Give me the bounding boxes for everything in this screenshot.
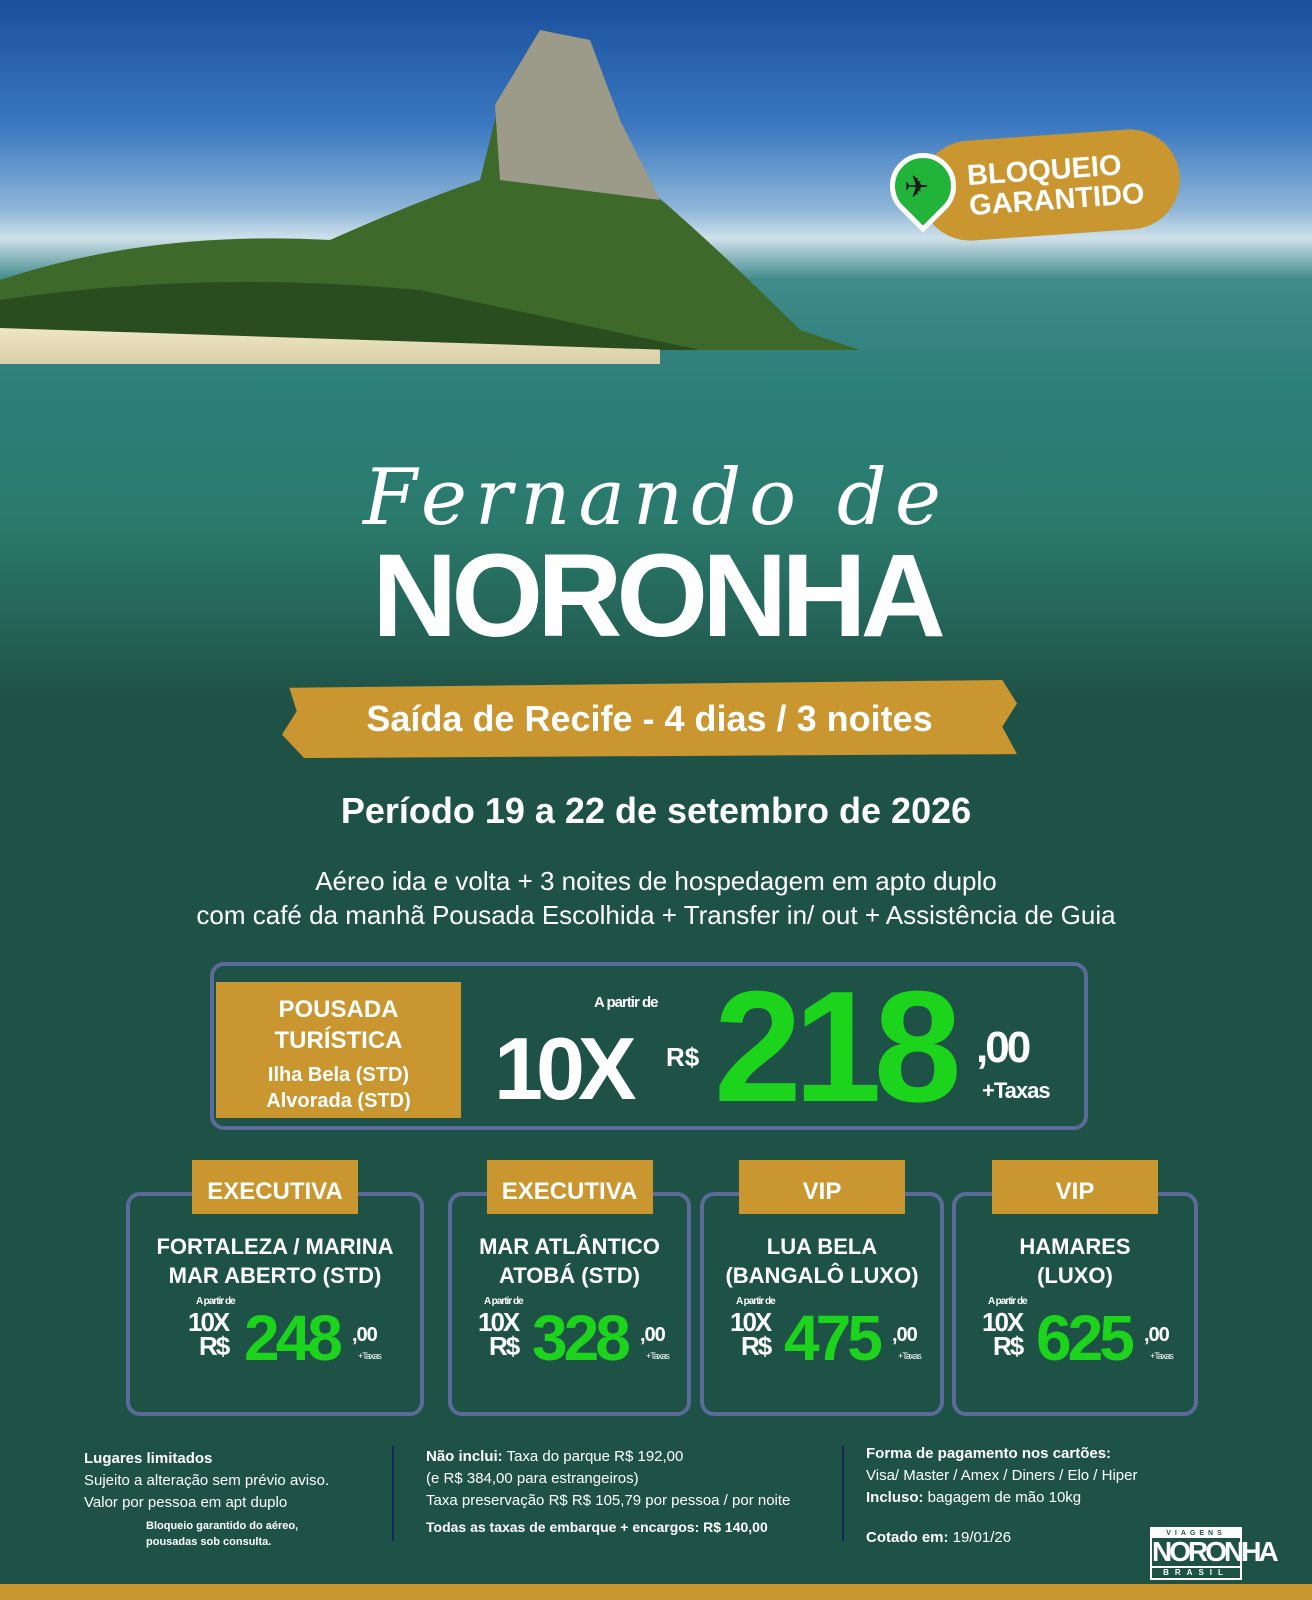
price-cents: ,00 bbox=[352, 1324, 378, 1346]
currency: R$ bbox=[666, 1042, 700, 1072]
included-label: Incluso: bbox=[866, 1489, 924, 1506]
price-value: 475 bbox=[784, 1302, 883, 1374]
price-value: 625 bbox=[1036, 1302, 1135, 1374]
airplane-icon: ✈ bbox=[904, 171, 930, 204]
included-text: bagagem de mão 10kg bbox=[923, 1489, 1082, 1506]
price-value: 218 bbox=[714, 959, 962, 1135]
hotel-name: FORTALEZA / MARINA bbox=[156, 1234, 394, 1259]
card-tag: VIP bbox=[739, 1160, 905, 1214]
description-line: com café da manhã Pousada Escolhida + Tr… bbox=[196, 900, 1116, 930]
taxes-label: +Taxas bbox=[646, 1351, 670, 1361]
not-included-label: Não inclui: bbox=[426, 1448, 503, 1465]
offer-card: EXECUTIVA FORTALEZA / MARINA MAR ABERTO (… bbox=[126, 1160, 424, 1416]
installments: 10X bbox=[188, 1307, 230, 1337]
divider bbox=[392, 1446, 394, 1541]
footer-payment: Forma de pagamento nos cartões: Visa/ Ma… bbox=[866, 1443, 1137, 1549]
footer-line: Taxa do parque R$ 192,00 bbox=[502, 1448, 684, 1465]
logo-main: NORONHA bbox=[1152, 1536, 1279, 1567]
footer-note: Bloqueio garantido do aéreo, bbox=[146, 1520, 299, 1532]
currency: R$ bbox=[489, 1331, 520, 1361]
card-tag: VIP bbox=[992, 1160, 1158, 1214]
divider bbox=[842, 1446, 844, 1541]
boarding-taxes: Todas as taxas de embarque + encargos: R… bbox=[426, 1519, 768, 1535]
taxes-label: +Taxas bbox=[1150, 1351, 1174, 1361]
hotel-name: (LUXO) bbox=[1037, 1263, 1113, 1288]
offer-card: VIP LUA BELA (BANGALÔ LUXO) A partir de 1… bbox=[700, 1160, 944, 1416]
footer-not-included: Não inclui: Taxa do parque R$ 192,00 (e … bbox=[426, 1446, 790, 1538]
period: Período 19 a 22 de setembro de 2026 bbox=[340, 790, 972, 831]
bloqueio-badge: ✈ BLOQUEIO GARANTIDO bbox=[876, 126, 1184, 244]
hotel-name: HAMARES bbox=[1019, 1234, 1131, 1259]
price-value: 328 bbox=[532, 1302, 631, 1374]
logo-top: VIAGENS bbox=[1152, 1529, 1240, 1538]
from-label: A partir de bbox=[988, 1296, 1028, 1307]
quoted-date: 19/01/26 bbox=[948, 1529, 1012, 1546]
footer-line: Sujeito a alteração sem prévio aviso. bbox=[84, 1472, 330, 1489]
package-description: Aéreo ida e volta + 3 noites de hospedag… bbox=[0, 864, 1312, 932]
offer-card: VIP HAMARES (LUXO) A partir de 10X R$ 625 … bbox=[952, 1160, 1198, 1416]
installments: 10X bbox=[478, 1307, 520, 1337]
main-offer: POUSADA TURÍSTICA Ilha Bela (STD) Alvorada… bbox=[210, 962, 1088, 1130]
mountain-illustration bbox=[0, 30, 860, 350]
hotel-name: MAR ATLÂNTICO bbox=[479, 1234, 660, 1259]
category-line2: TURÍSTICA bbox=[274, 1027, 403, 1054]
taxes-label: +Taxas bbox=[982, 1078, 1051, 1103]
footer-line: Taxa preservação R$ R$ 105,79 por pessoa… bbox=[426, 1492, 791, 1509]
hotel-name: Alvorada (STD) bbox=[266, 1090, 411, 1112]
limited-seats: Lugares limitados bbox=[84, 1450, 213, 1467]
installments: 10X bbox=[730, 1307, 772, 1337]
footer-line: Valor por pessoa em apt duplo bbox=[84, 1494, 288, 1511]
from-label: A partir de bbox=[594, 994, 658, 1011]
hotel-name: (BANGALÔ LUXO) bbox=[725, 1263, 919, 1288]
bottom-gold-bar bbox=[0, 1584, 1312, 1600]
departure-text: Saída de Recife - 4 dias / 3 noites bbox=[366, 698, 933, 739]
logo-bottom: BRASIL bbox=[1152, 1566, 1240, 1578]
price-cents: ,00 bbox=[1144, 1324, 1170, 1346]
card-tag: EXECUTIVA bbox=[486, 1160, 653, 1214]
quoted-label: Cotado em: bbox=[866, 1529, 949, 1546]
hotel-name: LUA BELA bbox=[766, 1234, 878, 1259]
card-tag: EXECUTIVA bbox=[192, 1160, 358, 1214]
installments: 10X bbox=[982, 1307, 1024, 1337]
viagens-noronha-logo: VIAGENS NORONHA BRASIL bbox=[1150, 1527, 1279, 1580]
taxes-label: +Taxas bbox=[898, 1351, 922, 1361]
hero-photo bbox=[0, 0, 1312, 700]
currency: R$ bbox=[741, 1331, 772, 1361]
description-line: Aéreo ida e volta + 3 noites de hospedag… bbox=[315, 866, 997, 896]
price-cents: ,00 bbox=[976, 1023, 1031, 1072]
card-brands: Visa/ Master / Amex / Diners / Elo / Hip… bbox=[866, 1467, 1138, 1484]
footer-line: (e R$ 384,00 para estrangeiros) bbox=[426, 1470, 639, 1487]
category-line1: POUSADA bbox=[278, 996, 399, 1023]
hotel-name: ATOBÁ (STD) bbox=[499, 1263, 640, 1288]
currency: R$ bbox=[199, 1331, 230, 1361]
offer-card: EXECUTIVA MAR ATLÂNTICO ATOBÁ (STD) A par… bbox=[448, 1160, 691, 1416]
price-value: 248 bbox=[244, 1302, 343, 1374]
installments: 10X bbox=[494, 1019, 637, 1118]
footer-note: pousadas sob consulta. bbox=[146, 1536, 272, 1548]
hotel-name: Ilha Bela (STD) bbox=[267, 1064, 410, 1086]
hotel-name: MAR ABERTO (STD) bbox=[168, 1263, 382, 1288]
price-cents: ,00 bbox=[892, 1324, 918, 1346]
payment-title: Forma de pagamento nos cartões: bbox=[866, 1445, 1112, 1462]
footer-conditions: Lugares limitados Sujeito a alteração se… bbox=[84, 1448, 329, 1550]
from-label: A partir de bbox=[196, 1296, 236, 1307]
currency: R$ bbox=[993, 1331, 1024, 1361]
departure-ribbon: Saída de Recife - 4 dias / 3 noites bbox=[282, 680, 1017, 758]
main-title: NORONHA bbox=[372, 530, 946, 662]
script-title: Fernando de bbox=[362, 453, 950, 543]
pousada-label: POUSADA TURÍSTICA Ilha Bela (STD) Alvorada… bbox=[216, 982, 461, 1118]
from-label: A partir de bbox=[484, 1296, 524, 1307]
taxes-label: +Taxas bbox=[358, 1351, 382, 1361]
price-cents: ,00 bbox=[640, 1324, 666, 1346]
from-label: A partir de bbox=[736, 1296, 776, 1307]
